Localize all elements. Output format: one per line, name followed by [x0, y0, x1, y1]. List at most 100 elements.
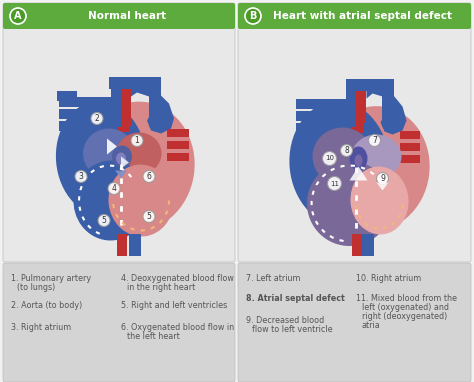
Bar — [59, 120, 99, 131]
Text: (to lungs): (to lungs) — [17, 283, 55, 292]
Ellipse shape — [56, 101, 146, 216]
Text: 1. Pulmonary artery: 1. Pulmonary artery — [11, 274, 91, 283]
Text: 5: 5 — [146, 212, 151, 221]
Circle shape — [143, 170, 155, 183]
Ellipse shape — [290, 101, 390, 226]
Text: 10. Right atrium: 10. Right atrium — [356, 274, 421, 283]
Bar — [350, 81, 366, 123]
Text: 5. Right and left ventricles: 5. Right and left ventricles — [121, 301, 227, 310]
Ellipse shape — [109, 165, 173, 236]
Text: atria: atria — [362, 321, 381, 330]
Bar — [383, 78, 394, 126]
Text: Normal heart: Normal heart — [88, 11, 166, 21]
Polygon shape — [131, 84, 174, 133]
Bar — [240, 5, 469, 27]
Bar — [111, 86, 121, 126]
Text: 2. Aorta (to body): 2. Aorta (to body) — [11, 301, 82, 310]
Text: 8: 8 — [344, 146, 349, 155]
Text: 5: 5 — [101, 216, 107, 225]
Bar — [117, 233, 127, 256]
Ellipse shape — [352, 134, 401, 178]
Text: Heart with atrial septal defect: Heart with atrial septal defect — [273, 11, 452, 21]
Bar — [297, 110, 338, 120]
Bar — [297, 99, 348, 108]
Text: 11: 11 — [330, 181, 339, 186]
Bar — [117, 104, 129, 131]
Text: 4: 4 — [111, 184, 117, 193]
Bar — [401, 131, 420, 139]
Polygon shape — [376, 183, 389, 191]
Text: 4. Deoxygenated blood flow: 4. Deoxygenated blood flow — [121, 274, 234, 283]
Text: 3: 3 — [79, 172, 83, 181]
Bar — [401, 142, 420, 151]
FancyBboxPatch shape — [238, 3, 471, 262]
Circle shape — [98, 215, 110, 227]
Bar — [346, 78, 383, 91]
Circle shape — [368, 134, 381, 147]
Text: 1: 1 — [135, 136, 139, 145]
Circle shape — [10, 8, 26, 24]
FancyBboxPatch shape — [3, 3, 235, 29]
Polygon shape — [121, 157, 129, 168]
Text: in the right heart: in the right heart — [127, 283, 195, 292]
Text: 6: 6 — [146, 172, 151, 181]
Bar — [346, 89, 356, 126]
Bar — [115, 81, 131, 126]
FancyBboxPatch shape — [238, 263, 471, 382]
Text: 6. Oxygenated blood flow in: 6. Oxygenated blood flow in — [121, 323, 234, 332]
Ellipse shape — [307, 161, 392, 246]
Bar — [149, 76, 161, 126]
Ellipse shape — [117, 133, 162, 175]
Text: 8. Atrial septal defect: 8. Atrial septal defect — [246, 294, 345, 303]
FancyBboxPatch shape — [238, 3, 471, 29]
FancyBboxPatch shape — [3, 263, 235, 382]
Bar — [353, 107, 365, 133]
Polygon shape — [349, 167, 367, 181]
Bar — [167, 141, 189, 149]
Circle shape — [108, 183, 120, 194]
Text: B: B — [249, 11, 257, 21]
Ellipse shape — [312, 128, 373, 186]
Text: 9: 9 — [380, 174, 385, 183]
Bar — [297, 123, 335, 133]
Text: left (oxygenated) and: left (oxygenated) and — [362, 303, 449, 312]
Text: 7. Left atrium: 7. Left atrium — [246, 274, 301, 283]
Bar — [167, 128, 189, 136]
Bar — [363, 233, 374, 256]
Text: flow to left ventricle: flow to left ventricle — [252, 325, 333, 334]
Circle shape — [245, 8, 261, 24]
Text: 3. Right atrium: 3. Right atrium — [11, 323, 71, 332]
Circle shape — [340, 144, 353, 157]
Ellipse shape — [83, 128, 135, 178]
FancyBboxPatch shape — [3, 3, 235, 262]
Bar — [109, 76, 149, 89]
Circle shape — [322, 152, 337, 165]
Circle shape — [91, 113, 103, 125]
Ellipse shape — [73, 160, 148, 241]
Bar — [59, 108, 104, 118]
Polygon shape — [107, 139, 117, 154]
Ellipse shape — [349, 147, 367, 170]
Bar — [167, 152, 189, 160]
Text: 9. Decreased blood: 9. Decreased blood — [246, 316, 324, 325]
Ellipse shape — [79, 102, 195, 231]
Ellipse shape — [319, 106, 429, 231]
Polygon shape — [115, 170, 127, 178]
Circle shape — [143, 210, 155, 222]
Polygon shape — [366, 84, 407, 134]
Text: right (deoxygenated): right (deoxygenated) — [362, 312, 447, 321]
Text: the left heart: the left heart — [127, 332, 180, 341]
Bar — [129, 233, 141, 256]
Ellipse shape — [112, 146, 132, 167]
Bar — [5, 5, 233, 27]
Ellipse shape — [353, 149, 366, 159]
Bar — [401, 154, 420, 162]
Bar — [59, 97, 114, 107]
Circle shape — [376, 173, 389, 185]
Ellipse shape — [116, 152, 126, 165]
Ellipse shape — [355, 154, 363, 167]
Circle shape — [131, 134, 143, 147]
Text: 2: 2 — [95, 114, 100, 123]
Text: 7: 7 — [372, 136, 377, 145]
Ellipse shape — [350, 167, 409, 235]
